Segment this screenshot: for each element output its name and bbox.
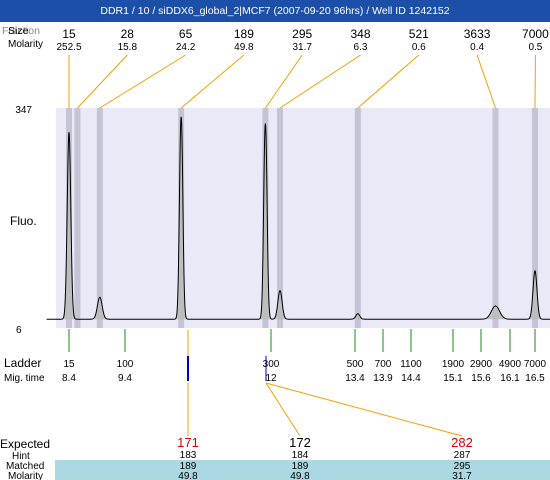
fraction-band [277,108,283,328]
fraction-molarity-value: 6.3 [354,42,368,53]
hint-value: 184 [292,450,309,461]
matched-value: 189 [180,461,197,472]
fraction-size-value: 189 [234,27,254,41]
ladder-mig-time-value: 13.9 [373,373,393,384]
fraction-connector [77,54,128,109]
fraction-size-value: 3633 [464,27,491,41]
hint-value: 183 [180,450,197,461]
matched-label: Matched [6,461,44,472]
fraction-molarity-value: 0.6 [412,42,426,53]
hint-label: Hint [12,451,30,462]
ladder-mig-time-value: 12 [265,373,277,384]
marker-connector [265,382,301,437]
fraction-molarity-value: 252.5 [56,42,81,53]
fraction-band [74,108,81,328]
matched-molarity-value: 49.8 [290,471,310,480]
fraction-size-value: 15 [62,27,76,41]
fraction-connector [264,54,303,109]
ladder-size-value: 1100 [400,359,422,370]
window-title: DDR1 / 10 / siDDX6_global_2|MCF7 (2007-0… [0,0,550,22]
ladder-mig-time-value: 16.1 [500,373,520,384]
ladder-mig-time-value: 16.5 [525,373,545,384]
marker-connector [265,382,463,437]
y-axis-min-label: 6 [16,325,22,336]
ladder-size-value: 100 [117,359,134,370]
expected-label: Expected [0,437,50,451]
fraction-molarity-value: 15.8 [118,42,138,53]
peak-area [259,123,271,320]
fraction-size-value: 348 [350,27,370,41]
fraction-connector [357,54,420,109]
fraction-band [532,108,538,328]
expected-value: 172 [289,435,311,450]
y-axis-title: Fluo. [10,214,37,228]
ladder-size-value: 700 [375,359,392,370]
fraction-connector [476,54,496,109]
fraction-size-value: 65 [179,27,193,41]
fluorescence-trace [46,116,550,320]
peak-area [527,270,543,320]
fraction-size-value: 7000 [522,27,549,41]
peak-area [91,297,109,320]
mig-time-label: Mig. time [4,373,45,384]
ladder-size-value: 2900 [470,359,493,370]
ladder-size-value: 4900 [499,359,522,370]
matched-rows-highlight [55,460,550,480]
fraction-size-value: 28 [121,27,135,41]
molarity-label: Molarity [8,39,43,50]
ladder-mig-time-value: 14.4 [401,373,421,384]
matched-molarity-value: 49.8 [178,471,198,480]
ladder-mig-time-value: 15.6 [471,373,491,384]
expected-value: 282 [451,435,473,450]
fraction-molarity-value: 31.7 [292,42,312,53]
fraction-molarity-value: 0.4 [470,42,484,53]
ladder-size-value: 15 [63,359,75,370]
plot-area [56,108,550,328]
fraction-size-value: 521 [409,27,429,41]
fraction-molarity-value: 24.2 [176,42,196,53]
ladder-mig-time-value: 13.4 [345,373,365,384]
ladder-mig-time-value: 15.1 [443,373,463,384]
peak-area [175,116,187,320]
ladder-label: Ladder [4,356,41,370]
ladder-mig-time-value: 8.4 [62,373,76,384]
peak-area [481,306,510,320]
expected-value: 171 [177,435,199,450]
peak-area [272,290,288,320]
y-axis-max-label: 347 [15,105,32,116]
ladder-size-value: 1900 [442,359,465,370]
fraction-size-value: 295 [292,27,312,41]
ladder-size-value: 7000 [524,359,547,370]
fraction-molarity-value: 49.8 [234,42,254,53]
matched-value: 295 [454,461,471,472]
peak-area [350,313,365,320]
ladder-size-value: 300 [263,359,280,370]
peak-area [62,132,76,320]
fraction-connector [279,54,361,109]
ladder-mig-time-value: 9.4 [118,373,132,384]
fraction-label-overlay: Fraction [2,25,40,37]
matched-molarity-value: 31.7 [452,471,472,480]
table-molarity-label: Molarity [8,471,43,480]
fraction-molarity-value: 0.5 [528,42,542,53]
matched-value: 189 [292,461,309,472]
fraction-connector [99,54,186,109]
hint-value: 287 [454,450,471,461]
ladder-size-value: 500 [347,359,364,370]
size-label: Size [8,25,29,37]
fraction-connector [180,54,245,109]
fraction-band [354,108,361,328]
fraction-band [96,108,103,328]
fraction-band [492,108,499,328]
